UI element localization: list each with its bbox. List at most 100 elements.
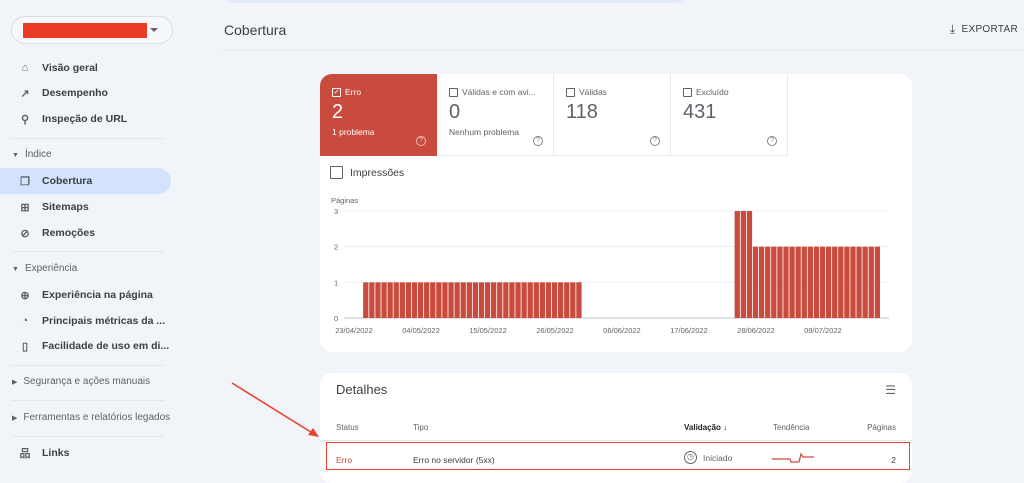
chart-bar xyxy=(801,246,807,318)
y-tick-label: 0 xyxy=(334,314,338,323)
chart-bar xyxy=(850,246,856,318)
home-icon: ⌂ xyxy=(21,62,29,74)
chart-bar xyxy=(399,282,405,318)
filter-icon[interactable]: ☰ xyxy=(885,383,896,397)
x-tick-label: 17/06/2022 xyxy=(670,326,708,335)
chart-bar xyxy=(825,246,832,318)
chart-bar xyxy=(564,282,570,318)
phone-icon: ▯ xyxy=(21,340,29,353)
chart-bar xyxy=(509,282,515,318)
sidebar-item-removals[interactable]: ⊘ Remoções xyxy=(0,220,171,246)
coverage-card: ✓ Erro 2 1 problema? Válidas e com avi... 0 N… xyxy=(320,74,912,352)
column-trend[interactable]: Tendência xyxy=(773,423,810,432)
column-pages[interactable]: Páginas xyxy=(867,423,896,432)
x-tick-label: 23/04/2022 xyxy=(335,326,373,335)
sidebar-item-sitemaps[interactable]: ⊞ Sitemaps xyxy=(0,194,171,220)
caret-right-icon: ▶ xyxy=(12,415,18,422)
file-copy-icon: ❐ xyxy=(20,175,30,188)
chart-bar xyxy=(758,246,765,318)
divider xyxy=(222,50,1024,51)
chart-bar xyxy=(515,282,521,318)
chart-bar xyxy=(430,282,436,318)
chart-bar xyxy=(466,282,472,318)
chart-bar xyxy=(813,246,820,318)
chart-bar xyxy=(484,282,491,318)
tab-valid-with-warnings[interactable]: Válidas e com avi... 0 Nenhum problema? xyxy=(437,74,554,156)
chart-bar xyxy=(527,282,533,318)
checkbox-icon[interactable] xyxy=(566,87,575,97)
chart-bar xyxy=(478,282,485,318)
sidebar-item-mobile-usability[interactable]: ▯ Facilidade de uso em di... xyxy=(0,333,171,359)
chart-bar xyxy=(436,282,442,318)
chart-bar xyxy=(454,282,460,318)
checkbox-icon[interactable] xyxy=(449,87,458,97)
sidebar-item-page-experience[interactable]: ⊕ Experiência na página xyxy=(0,282,171,308)
x-tick-label: 26/05/2022 xyxy=(536,326,574,335)
column-status[interactable]: Status xyxy=(336,423,359,432)
property-selector[interactable] xyxy=(11,16,173,44)
chart-bar xyxy=(740,211,747,318)
help-icon[interactable]: ? xyxy=(767,136,777,146)
tab-valid[interactable]: Válidas 118? xyxy=(554,74,671,156)
column-type[interactable]: Tipo xyxy=(413,423,429,432)
chart-bar xyxy=(442,282,448,318)
coverage-chart: Páginas 0 1 2 3 23/04/2022 04/05/2022 15/05/202… xyxy=(331,196,889,335)
divider xyxy=(11,365,164,366)
x-tick-label: 04/05/2022 xyxy=(402,326,440,335)
speedometer-icon: ◔ xyxy=(21,315,29,327)
x-tick-label: 28/06/2022 xyxy=(737,326,775,335)
impressions-toggle[interactable]: Impressões xyxy=(330,166,404,179)
tab-excluded[interactable]: Excluído 431? xyxy=(671,74,788,156)
sidebar-item-overview[interactable]: ⌂ Visão geral xyxy=(0,55,171,81)
section-index[interactable]: ▼ Índice xyxy=(12,149,52,160)
search-bar[interactable] xyxy=(225,0,685,3)
sidebar-item-core-web-vitals[interactable]: ◔ Principais métricas da ... xyxy=(0,308,171,334)
chart-bar xyxy=(819,246,826,318)
chart-bar xyxy=(795,246,801,318)
chart-bar xyxy=(868,246,874,318)
page-title: Cobertura xyxy=(224,22,287,38)
sidebar-item-links[interactable]: 品 Links xyxy=(19,447,70,460)
chart-bar xyxy=(838,246,844,318)
redacted-property-name xyxy=(23,23,147,38)
row-pages: 2 xyxy=(891,455,896,465)
column-validation[interactable]: Validação ↓ xyxy=(684,423,728,432)
section-tools[interactable]: ▶ Ferramentas e relatórios legados xyxy=(12,412,171,423)
caret-down-icon: ▼ xyxy=(12,152,19,159)
caret-down-icon: ▼ xyxy=(12,266,19,273)
chart-bar xyxy=(369,282,375,318)
help-icon[interactable]: ? xyxy=(533,136,543,146)
sidebar-item-performance[interactable]: ↗ Desempenho xyxy=(0,80,171,106)
checkbox-icon[interactable] xyxy=(683,87,692,97)
checkbox-checked-icon[interactable]: ✓ xyxy=(332,87,341,97)
section-experience[interactable]: ▼ Experiência xyxy=(12,263,78,274)
section-security[interactable]: ▶ Segurança e ações manuais xyxy=(12,376,151,387)
chart-bar xyxy=(472,282,479,318)
network-icon: 品 xyxy=(19,448,31,460)
arrow-down-icon: ↓ xyxy=(723,423,728,432)
clock-icon: ◷ xyxy=(684,451,697,464)
divider xyxy=(11,251,164,252)
x-tick-label: 06/06/2022 xyxy=(603,326,641,335)
tab-error[interactable]: ✓ Erro 2 1 problema? xyxy=(320,74,437,156)
divider xyxy=(320,440,912,441)
chart-bar xyxy=(533,282,539,318)
y-axis-label: Páginas xyxy=(331,196,358,205)
chart-bar xyxy=(460,282,466,318)
help-icon[interactable]: ? xyxy=(650,136,660,146)
y-tick-label: 3 xyxy=(334,207,338,216)
checkbox-icon[interactable] xyxy=(330,166,343,179)
help-icon[interactable]: ? xyxy=(416,136,426,146)
chart-bar xyxy=(783,246,789,318)
export-button[interactable]: ⤓ EXPORTAR xyxy=(949,22,1018,36)
chart-bar xyxy=(777,246,783,318)
sidebar-item-coverage[interactable]: ❐ Cobertura xyxy=(0,168,171,194)
chart-bar xyxy=(752,246,759,318)
chart-bar xyxy=(862,246,868,318)
details-card: Detalhes ☰ Status Tipo Validação ↓ Tendê… xyxy=(320,373,912,483)
chart-bar xyxy=(807,246,813,318)
sidebar-item-url-inspection[interactable]: ⚲ Inspeção de URL xyxy=(0,106,171,132)
chart-bar xyxy=(570,282,576,318)
sitemap-icon: ⊞ xyxy=(20,201,30,214)
chart-bar xyxy=(765,246,771,318)
